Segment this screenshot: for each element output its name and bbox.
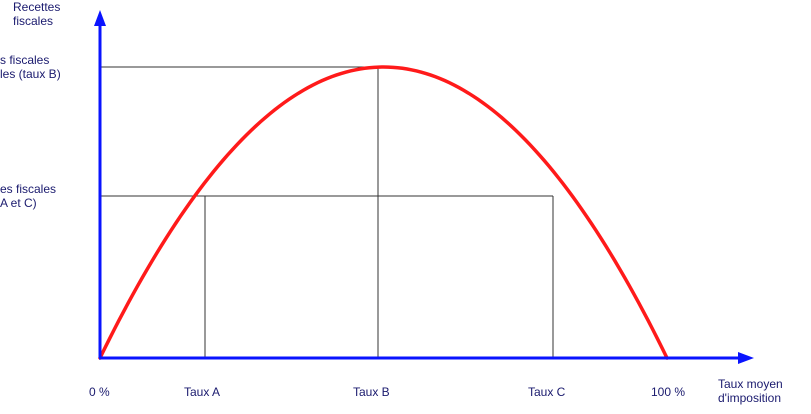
level-b-label-line-1: s fiscales xyxy=(0,53,50,67)
level-ac-label-line-2: A et C) xyxy=(0,196,37,210)
tick-taux-c: Taux C xyxy=(528,385,566,399)
tick-taux-b: Taux B xyxy=(353,385,390,399)
x-axis-title-line-1: Taux moyen xyxy=(718,377,783,391)
x-axis-arrow-icon xyxy=(738,352,754,364)
level-b-label-line-2: les (taux B) xyxy=(0,67,61,81)
tick-zero: 0 % xyxy=(89,385,110,399)
x-axis-title-line-2: d'imposition xyxy=(718,391,781,405)
y-axis-title-line-1: Recettes xyxy=(13,0,61,14)
y-axis-title: Recettes fiscales xyxy=(13,0,60,28)
level-ac-label: es fiscales A et C) xyxy=(0,182,56,210)
y-axis-arrow-icon xyxy=(94,10,106,26)
laffer-curve xyxy=(98,65,669,360)
x-axis-title: Taux moyen d'imposition xyxy=(718,377,783,405)
y-axis-title-line-2: fiscales xyxy=(13,14,54,28)
tick-taux-a: Taux A xyxy=(184,385,221,399)
level-ac-label-line-1: es fiscales xyxy=(0,182,57,196)
tick-hundred: 100 % xyxy=(651,385,686,399)
level-b-label: s fiscales les (taux B) xyxy=(0,53,61,81)
